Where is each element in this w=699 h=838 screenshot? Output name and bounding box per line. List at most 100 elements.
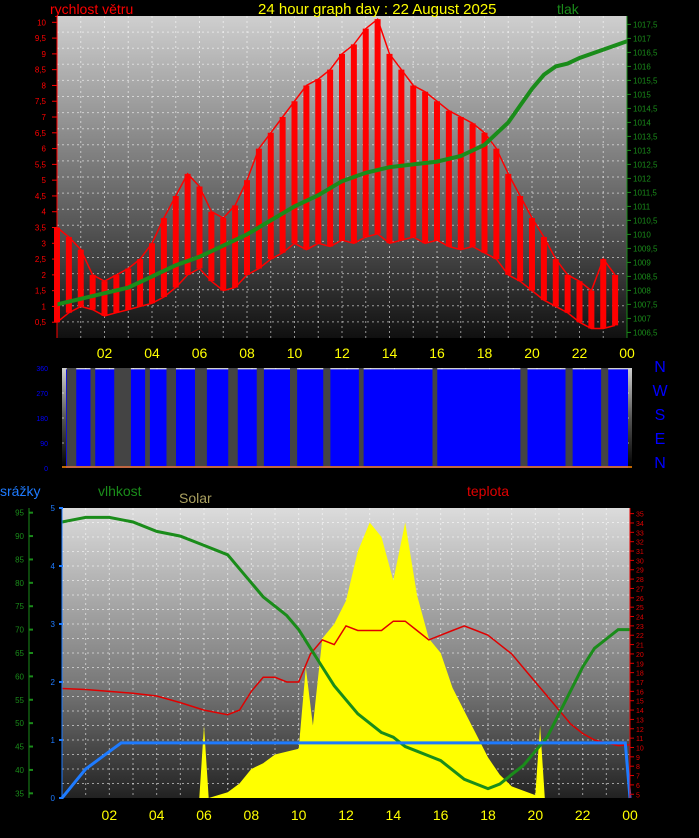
hour-label: 10 [291, 807, 307, 823]
rain-line [60, 741, 632, 799]
hour-label: 08 [239, 345, 255, 361]
wind-speed-tick: 9 [42, 50, 47, 59]
hour-label: 22 [572, 345, 588, 361]
humidity-axis: 35 40 45 50 55 60 65 70 75 80 85 90 95 [15, 509, 33, 798]
pressure-line [56, 39, 628, 307]
direction-tick: 90 [40, 441, 48, 448]
wind-speed-tick: 2 [42, 271, 47, 280]
wind-direction-gap [114, 368, 131, 466]
humidity-tick: 40 [15, 766, 24, 775]
wind-direction-fill [66, 369, 628, 468]
solar-label: Solar [179, 490, 212, 506]
wind-speed-low-line [56, 232, 616, 330]
wind-direction-gap [228, 368, 238, 466]
hour-label: 04 [144, 345, 160, 361]
pressure-tick: 1010 [633, 230, 651, 239]
temperature-tick: 25 [636, 605, 644, 612]
wind-speed-tick: 5,5 [35, 160, 47, 169]
humidity-tick: 80 [15, 579, 24, 588]
humidity-tick: 70 [15, 626, 24, 635]
pressure-tick: 1009,5 [633, 244, 658, 253]
temperature-tick: 33 [636, 530, 644, 537]
humidity-tick: 75 [15, 602, 24, 611]
wind-speed-tick: 4,5 [35, 192, 47, 201]
pressure-tick: 1007 [633, 314, 651, 323]
wind-hour-labels: 02 04 06 08 10 12 14 16 18 20 22 00 [97, 345, 635, 361]
hour-label: 20 [524, 345, 540, 361]
pressure-label: tlak [557, 1, 580, 17]
wind-direction-gap [90, 368, 96, 466]
rain-label: srážky [0, 483, 40, 499]
temperature-tick: 18 [636, 671, 644, 678]
temperature-tick: 29 [636, 568, 644, 575]
temperature-label: teplota [467, 483, 509, 499]
rain-tick: 0 [51, 794, 56, 803]
pressure-tick: 1009 [633, 258, 651, 267]
pressure-tick: 1011,5 [633, 188, 657, 197]
temperature-tick: 34 [636, 521, 644, 528]
rain-tick: 4 [51, 562, 56, 571]
wind-speed-tick: 1 [42, 302, 47, 311]
wind-direction-bars [62, 368, 632, 468]
humidity-tick: 90 [15, 532, 24, 541]
direction-tick: 360 [36, 366, 48, 373]
temperature-tick: 23 [636, 624, 644, 631]
hour-label: 20 [528, 807, 544, 823]
pressure-tick: 1013 [633, 146, 651, 155]
hour-label: 04 [149, 807, 165, 823]
pressure-tick: 1011 [633, 202, 651, 211]
pressure-tick: 1010,5 [633, 216, 658, 225]
temperature-tick: 15 [636, 699, 644, 706]
wind-direction-gap [195, 368, 207, 466]
solar-area [62, 522, 630, 798]
humidity-hour-labels: 02 04 06 08 10 12 14 16 18 20 22 00 [102, 807, 638, 823]
temperature-tick: 30 [636, 558, 644, 565]
wind-direction-gap [256, 368, 264, 466]
pressure-tick: 1007,5 [633, 300, 658, 309]
humidity-tick: 55 [15, 696, 24, 705]
temperature-tick: 11 [636, 736, 643, 743]
rain-tick: 3 [51, 620, 56, 629]
pressure-tick: 1014,5 [633, 104, 658, 113]
wind-speed-tick: 10 [37, 18, 46, 27]
wind-speed-tick: 4 [42, 208, 47, 217]
wind-speed-axis: 0,5 1 1,5 2 2,5 3 3,5 4 4,5 5 5,5 6 6,5 7 7,5 8 8,5 9 9,5 1… [35, 18, 57, 327]
hour-label: 22 [575, 807, 591, 823]
wind-direction-gap [432, 368, 438, 466]
pressure-axis: 1006,5 1007 1007,5 1008 1008,5 1009 1009,5 1010… [627, 20, 658, 337]
wind-speed-tick: 5 [42, 176, 47, 185]
wind-direction-gap [66, 368, 77, 466]
direction-tick: 180 [36, 416, 48, 423]
pressure-tick: 1013,5 [633, 132, 658, 141]
wind-speed-tick: 3,5 [35, 224, 47, 233]
pressure-tick: 1016,5 [633, 48, 658, 57]
humidity-tick: 35 [15, 789, 24, 798]
hour-label: 12 [334, 345, 350, 361]
wind-speed-tick: 3 [42, 239, 47, 248]
compass-letter: N [654, 359, 666, 376]
hour-label: 12 [338, 807, 354, 823]
humidity-tick: 50 [15, 719, 24, 728]
temperature-tick: 26 [636, 596, 644, 603]
compass-letter: N [654, 455, 666, 472]
temperature-tick: 12 [636, 727, 644, 734]
wind-speed-tick: 7 [42, 113, 47, 122]
temperature-tick: 7 [636, 774, 640, 781]
wind-direction-gap [565, 368, 573, 466]
wind-direction-gap [601, 368, 609, 466]
pressure-tick: 1012 [633, 174, 651, 183]
humidity-tick: 45 [15, 743, 24, 752]
temperature-tick: 22 [636, 633, 644, 640]
hour-label: 06 [192, 345, 208, 361]
temperature-tick: 17 [636, 680, 644, 687]
wind-speed-tick: 6,5 [35, 129, 47, 138]
wind-speed-high-line [56, 17, 616, 292]
hour-label: 02 [102, 807, 118, 823]
temperature-tick: 5 [636, 792, 640, 799]
humidity-label: vlhkost [98, 483, 142, 499]
pressure-tick: 1015,5 [633, 76, 658, 85]
hour-label: 00 [619, 345, 635, 361]
